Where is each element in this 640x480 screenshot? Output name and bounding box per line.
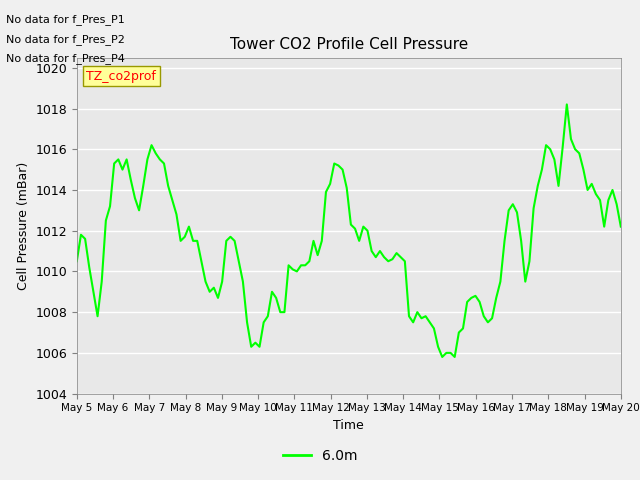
Legend: 6.0m: 6.0m	[277, 443, 363, 468]
Text: TZ_co2prof: TZ_co2prof	[86, 70, 156, 83]
Text: No data for f_Pres_P4: No data for f_Pres_P4	[6, 53, 125, 64]
Title: Tower CO2 Profile Cell Pressure: Tower CO2 Profile Cell Pressure	[230, 37, 468, 52]
Y-axis label: Cell Pressure (mBar): Cell Pressure (mBar)	[17, 161, 29, 290]
Text: No data for f_Pres_P2: No data for f_Pres_P2	[6, 34, 125, 45]
X-axis label: Time: Time	[333, 419, 364, 432]
Text: No data for f_Pres_P1: No data for f_Pres_P1	[6, 14, 125, 25]
